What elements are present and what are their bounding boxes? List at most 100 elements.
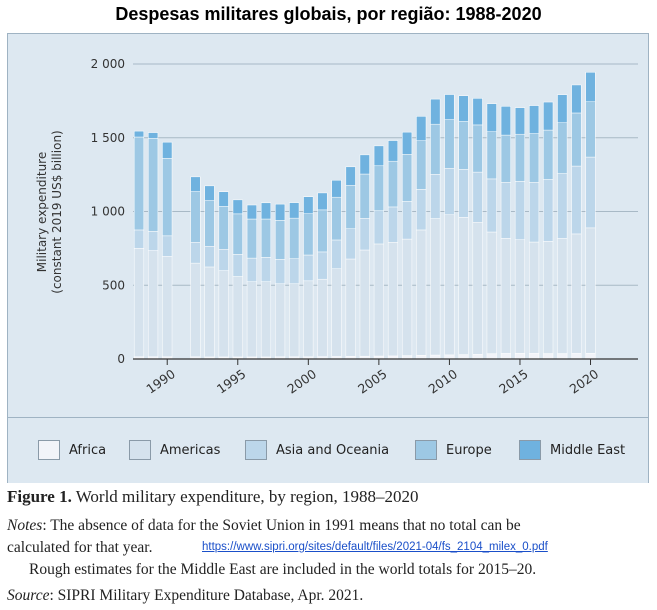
bar-2015-asia-and-oceania <box>514 181 526 240</box>
source-text: : SIPRI Military Expenditure Database, A… <box>49 587 364 604</box>
bar-1999-asia-and-oceania <box>289 258 300 285</box>
legend-item-asia-oceania: Asia and Oceania <box>245 440 389 460</box>
figure-label: Figure 1. <box>7 487 72 506</box>
legend-label-africa: Africa <box>69 442 107 458</box>
bar-2007-middle-east <box>402 131 413 155</box>
bar-2020-asia-and-oceania <box>585 156 596 229</box>
bar-2008-asia-and-oceania <box>416 189 427 231</box>
bar-1995-europe <box>232 213 243 255</box>
legend-label-middle-east: Middle East <box>550 442 626 458</box>
bar-1997-americas <box>260 281 272 358</box>
chart-plot: 0 500 1 000 1 500 2 000 Military expenditure(… <box>35 57 638 397</box>
x-tick-label-2020: 2020 <box>567 366 602 397</box>
bar-2016-americas <box>529 241 540 354</box>
bar-2014-europe <box>500 134 511 183</box>
bar-2017-americas <box>543 241 554 354</box>
bar-2018-africa <box>557 353 568 360</box>
bar-2019-europe <box>571 112 582 167</box>
bar-1988-americas <box>133 248 145 358</box>
bar-2009-americas <box>430 218 441 356</box>
notes-text-1: : The absence of data for the Soviet Uni… <box>42 517 521 534</box>
bar-1992-europe <box>190 191 201 243</box>
bar-2015-europe <box>514 133 526 182</box>
legend-item-americas: Americas <box>129 440 220 460</box>
bar-2014-americas <box>500 238 511 354</box>
bar-1994-americas <box>218 270 229 358</box>
bar-2009-europe <box>430 123 441 175</box>
bar-2003-americas <box>345 258 356 357</box>
bar-1990-middle-east <box>162 141 173 159</box>
bar-2000-asia-and-oceania <box>303 254 314 282</box>
bar-2000-middle-east <box>303 196 314 214</box>
bar-2010-asia-and-oceania <box>444 168 455 215</box>
bar-1993-americas <box>204 266 215 358</box>
bar-2007-americas <box>402 238 413 356</box>
bar-2006-europe <box>387 160 399 208</box>
chart-title: Despesas militares globais, por região: … <box>115 4 542 24</box>
bar-2017-europe <box>543 129 554 180</box>
legend-swatch-middle-east <box>519 440 541 460</box>
legend-swatch-asia-oceania <box>245 440 267 460</box>
bar-2016-europe <box>529 133 540 183</box>
bar-1996-asia-and-oceania <box>246 257 257 282</box>
bar-1990-europe <box>162 158 173 237</box>
bar-1995-asia-and-oceania <box>232 254 243 277</box>
x-tick-label-1995: 1995 <box>214 366 249 397</box>
bar-2015-africa <box>514 352 526 360</box>
bar-2016-asia-and-oceania <box>529 182 540 243</box>
source-line: Source: SIPRI Military Expenditure Datab… <box>7 587 657 605</box>
x-tick-label-2010: 2010 <box>426 366 461 397</box>
legend-item-europe: Europe <box>415 440 492 460</box>
bar-2012-asia-and-oceania <box>472 171 483 223</box>
bar-2017-middle-east <box>543 101 554 131</box>
x-tick-label-2015: 2015 <box>496 366 531 397</box>
bar-2001-asia-and-oceania <box>317 251 328 280</box>
bar-2014-middle-east <box>500 106 511 136</box>
bar-2014-africa <box>500 353 511 360</box>
bar-1989-asia-and-oceania <box>148 231 159 251</box>
x-tick-label-1990: 1990 <box>143 366 178 397</box>
bar-1988-middle-east <box>133 130 145 138</box>
bar-2012-middle-east <box>472 98 483 126</box>
bar-2012-europe <box>472 124 483 173</box>
bar-2013-americas <box>486 231 497 354</box>
bar-1997-asia-and-oceania <box>260 257 272 282</box>
bar-2005-middle-east <box>373 145 384 167</box>
bar-2006-asia-and-oceania <box>387 206 399 243</box>
bar-2000-americas <box>303 280 314 358</box>
bar-2000-europe <box>303 213 314 256</box>
bar-1999-europe <box>289 217 300 259</box>
bar-2011-africa <box>458 354 469 360</box>
bar-2018-middle-east <box>557 94 568 123</box>
bar-1994-europe <box>218 206 229 250</box>
bar-2019-africa <box>571 353 582 360</box>
bar-2005-europe <box>373 165 384 212</box>
bar-2011-americas <box>458 217 469 355</box>
legend-item-middle-east: Middle East <box>519 440 625 460</box>
bar-1997-middle-east <box>260 202 272 220</box>
bar-2009-asia-and-oceania <box>430 174 441 219</box>
figure-text: World military expenditure, by region, 1… <box>75 487 419 506</box>
bar-2020-middle-east <box>585 72 596 103</box>
source-link[interactable]: https://www.sipri.org/sites/default/file… <box>202 541 548 553</box>
bar-2008-europe <box>416 140 427 190</box>
bar-1993-asia-and-oceania <box>204 246 215 268</box>
bar-1998-americas <box>275 283 286 358</box>
bar-2013-europe <box>486 131 497 180</box>
bar-1989-middle-east <box>148 132 159 139</box>
bar-1996-middle-east <box>246 204 257 220</box>
bar-2001-europe <box>317 209 328 253</box>
bar-1989-americas <box>148 250 159 358</box>
notes-line-3: Rough estimates for the Middle East are … <box>29 561 537 578</box>
bar-2010-middle-east <box>444 94 455 120</box>
bar-1992-asia-and-oceania <box>190 242 201 264</box>
y-tick-label-0: 0 <box>117 352 125 366</box>
bar-2002-middle-east <box>331 179 342 198</box>
y-tick-label-500: 500 <box>102 278 125 292</box>
bar-1999-middle-east <box>289 202 300 219</box>
bar-1998-europe <box>275 220 286 260</box>
bar-1988-europe <box>133 136 145 231</box>
bar-2019-americas <box>571 233 582 354</box>
bar-2010-europe <box>444 119 455 169</box>
bar-2011-europe <box>458 121 469 170</box>
